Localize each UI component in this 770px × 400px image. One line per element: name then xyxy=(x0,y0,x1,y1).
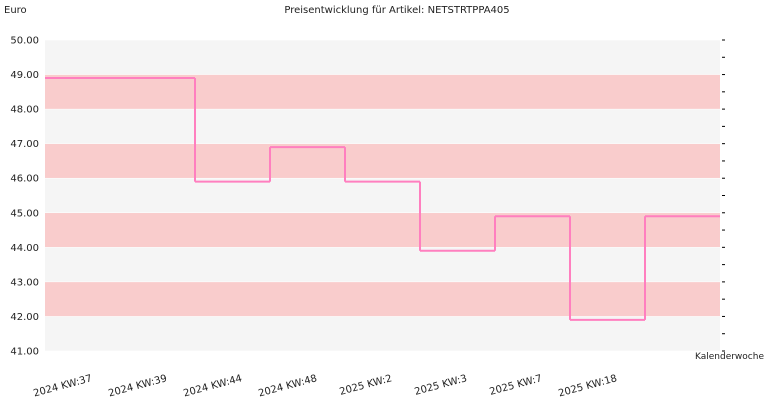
grid-band xyxy=(45,247,720,282)
x-tick-label: 2024 KW:44 xyxy=(182,373,243,399)
x-tick-label: 2024 KW:48 xyxy=(257,373,318,399)
x-axis-label: Kalenderwoche xyxy=(695,352,764,362)
y-tick-label: 47.00 xyxy=(10,139,39,150)
y-tick-label: 46.00 xyxy=(10,174,39,185)
y-tick-label: 49.00 xyxy=(10,70,39,81)
y-tick-label: 48.00 xyxy=(10,105,39,116)
x-tick-label: 2024 KW:39 xyxy=(107,373,168,399)
y-tick-label: 45.00 xyxy=(10,208,39,219)
grid-band xyxy=(45,74,720,110)
chart-title: Preisentwicklung für Artikel: NETSTRTPPA… xyxy=(284,5,509,16)
grid-band xyxy=(45,40,720,75)
x-tick-label: 2025 KW:2 xyxy=(338,373,393,398)
x-tick-label: 2025 KW:7 xyxy=(488,373,543,398)
x-tick-label: 2024 KW:37 xyxy=(32,373,93,399)
grid-band xyxy=(45,316,720,351)
x-tick-label: 2025 KW:3 xyxy=(413,373,468,398)
y-tick-label: 43.00 xyxy=(10,277,39,288)
y-tick-label: 41.00 xyxy=(10,347,39,358)
y-tick-label: 50.00 xyxy=(10,36,39,47)
grid-band xyxy=(45,143,720,179)
y-tick-label: 42.00 xyxy=(10,312,39,323)
grid-band xyxy=(45,281,720,317)
grid-band xyxy=(45,212,720,248)
grid-band xyxy=(45,109,720,144)
y-axis-label: Euro xyxy=(4,5,27,16)
x-tick-label: 2025 KW:18 xyxy=(557,373,618,399)
y-tick-label: 44.00 xyxy=(10,243,39,254)
grid-band xyxy=(45,178,720,213)
